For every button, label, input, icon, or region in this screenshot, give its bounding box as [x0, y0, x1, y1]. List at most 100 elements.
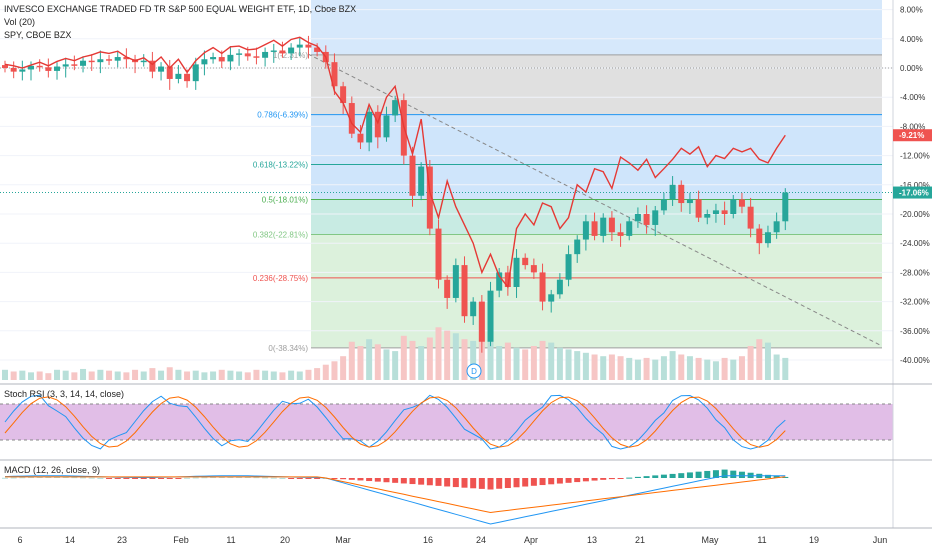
volume-bar — [253, 369, 260, 380]
volume-bar — [218, 369, 225, 380]
candle-body — [140, 60, 147, 63]
price-tick-label: 4.00% — [900, 35, 923, 44]
candle-body — [270, 50, 277, 52]
candle-body — [236, 53, 243, 55]
candle-body — [695, 199, 702, 218]
volume-bar — [97, 369, 104, 380]
macd-histogram-bar — [478, 478, 485, 489]
macd-histogram-bar — [184, 477, 191, 479]
candle-body — [218, 57, 225, 62]
volume-bar — [210, 371, 217, 380]
candle-body — [114, 57, 121, 61]
volume-bar — [738, 356, 745, 380]
volume-bar — [678, 354, 685, 380]
volume-bar — [522, 349, 529, 380]
macd-histogram-bar — [288, 478, 295, 479]
candle-body — [565, 254, 572, 280]
time-tick-label: 24 — [476, 535, 486, 545]
volume-bar — [721, 357, 728, 380]
candle-body — [773, 221, 780, 233]
time-tick-label: Apr — [524, 535, 538, 545]
volume-bar — [36, 371, 43, 380]
macd-histogram-bar — [175, 478, 182, 479]
volume-bar — [88, 371, 95, 380]
volume-bar — [496, 346, 503, 380]
price-tag-label: -17.06% — [899, 189, 929, 198]
macd-histogram-bar — [600, 478, 607, 480]
candle-body — [530, 265, 537, 273]
candle-body — [539, 272, 546, 302]
fib-level-label: 0.786(-6.39%) — [257, 111, 308, 120]
candle-body — [556, 279, 563, 295]
macd-histogram-bar — [652, 475, 659, 478]
macd-histogram-bar — [97, 477, 104, 479]
price-tick-label: -4.00% — [900, 93, 925, 102]
time-axis[interactable]: 6 14 23 Feb 11 20 Mar 16 24 Apr 13 21 May 11 19 Jun — [17, 535, 887, 545]
time-tick-label: Jun — [873, 535, 888, 545]
candle-body — [244, 53, 251, 57]
candle-body — [253, 56, 260, 58]
candle-body — [444, 279, 451, 298]
volume-bar — [10, 371, 17, 380]
candle-body — [288, 47, 295, 54]
price-tag — [893, 186, 932, 199]
candle-body — [764, 232, 771, 244]
volume-bar — [461, 339, 468, 380]
macd-histogram-bar — [253, 477, 260, 479]
candle-body — [617, 232, 624, 236]
volume-bar — [548, 342, 555, 380]
stoch-rsi-legend: Stoch RSI (3, 3, 14, 14, close) — [4, 389, 124, 399]
volume-bar — [331, 361, 338, 380]
candle-body — [340, 86, 347, 104]
macd-histogram-bar — [366, 478, 373, 482]
candle-body — [36, 65, 43, 68]
fib-level-label: 1(-2.31%) — [273, 51, 308, 60]
candle-body — [418, 166, 425, 196]
volume-bar — [114, 371, 121, 380]
fibonacci-retracement[interactable]: 1(-2.31%) 0.786(-6.39%) 0.618(-13.22%) 0.5(… — [253, 0, 882, 353]
macd-histogram-bar — [487, 478, 494, 490]
macd-histogram-bar — [331, 478, 338, 479]
macd-histogram-bar — [340, 478, 347, 480]
macd-histogram-bar — [496, 478, 503, 489]
time-tick-label: 14 — [65, 535, 75, 545]
candle-body — [348, 103, 355, 134]
volume-bar — [357, 346, 364, 380]
candle-body — [80, 60, 87, 66]
macd-histogram-bar — [678, 473, 685, 478]
fib-zone — [311, 114, 882, 165]
volume-bar — [747, 346, 754, 380]
volume-bar — [374, 344, 381, 380]
dividend-marker[interactable]: D — [466, 363, 482, 379]
compare-series-line — [4, 36, 786, 289]
macd-histogram-bar — [296, 478, 303, 479]
candle-body — [201, 59, 208, 65]
macd-line — [4, 475, 786, 525]
candle-body — [262, 51, 269, 58]
candle-body — [782, 192, 789, 222]
macd-histogram-bar — [634, 476, 641, 478]
macd-histogram-bar — [54, 476, 61, 478]
time-tick-label: May — [701, 535, 719, 545]
stoch-rsi-pane: 80.0040.000.00 — [0, 394, 921, 457]
macd-histogram-bar — [88, 477, 95, 479]
volume-bar — [322, 364, 329, 380]
candle-body — [747, 206, 754, 229]
time-tick-label: 13 — [587, 535, 597, 545]
candle-body — [392, 100, 399, 116]
volume-bar — [669, 351, 676, 380]
macd-histogram-bar — [201, 477, 208, 479]
fib-level-label: 0.382(-22.81%) — [253, 231, 308, 240]
macd-histogram-bar — [773, 475, 780, 478]
macd-histogram-bar — [764, 474, 771, 478]
macd-histogram-bar — [262, 477, 269, 479]
price-axis-bg — [893, 0, 932, 550]
time-tick-label: 19 — [809, 535, 819, 545]
volume-bar — [314, 368, 321, 380]
volume-bar — [227, 370, 234, 380]
candle-body — [54, 66, 61, 71]
macd-histogram-bar — [669, 473, 676, 478]
macd-histogram-bar — [71, 477, 78, 479]
